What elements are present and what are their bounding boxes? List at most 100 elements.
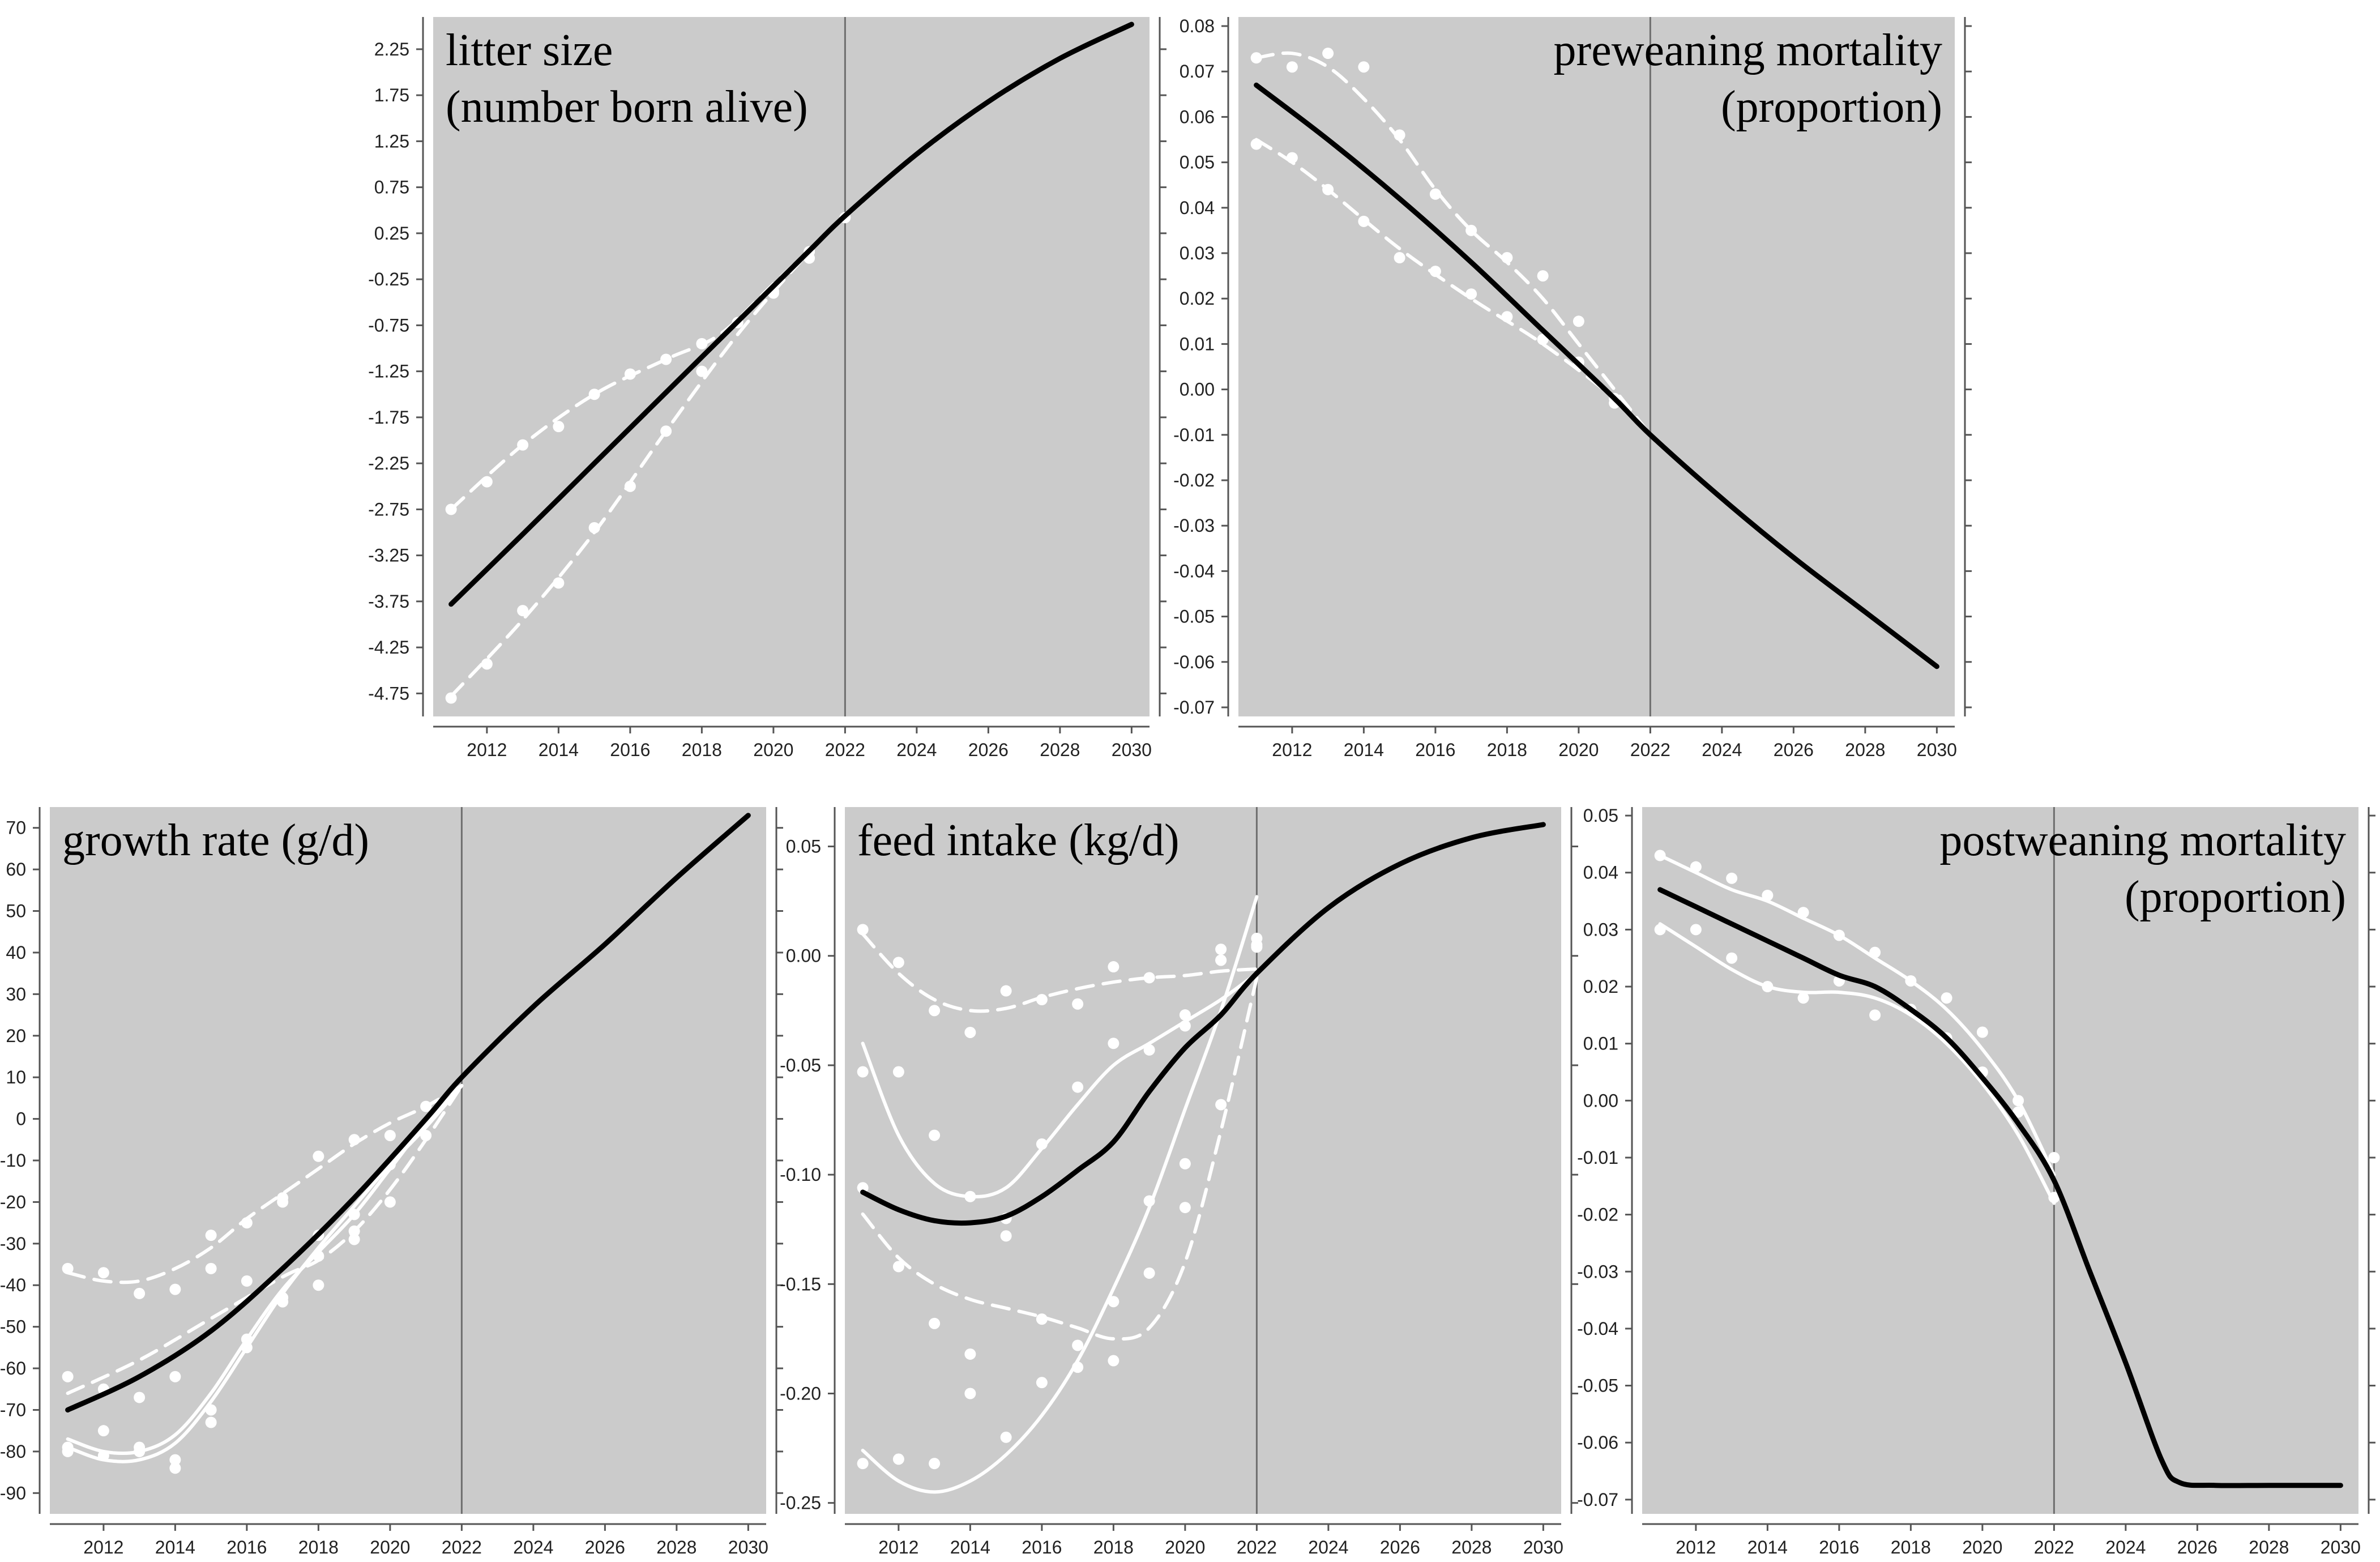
litter-y-tick-label: 0.25: [374, 223, 409, 244]
growth-point-solid-white-b: [97, 1450, 109, 1462]
postmort-point-white-lower: [1654, 924, 1666, 936]
feed-point-white-solid-b: [1251, 939, 1263, 951]
growth-y-tick-label: -70: [0, 1399, 26, 1420]
growth-point-solid-white-a: [97, 1425, 109, 1437]
growth-point-solid-white-b: [134, 1441, 146, 1453]
postmort-point-white-upper: [1654, 850, 1666, 861]
feed-x-tick-label: 2012: [878, 1537, 918, 1557]
litter-y-tick-label: -3.75: [368, 591, 409, 612]
feed-y-tick-label: 0.00: [786, 946, 821, 966]
feed-y-tick-label: 0.05: [786, 837, 821, 857]
feed-x-tick-label: 2026: [1380, 1537, 1420, 1557]
feed-y-tick-label: -0.05: [780, 1055, 821, 1076]
postmort-x-tick-label: 2014: [1747, 1537, 1788, 1557]
litter-y-tick-label: 1.25: [374, 131, 409, 151]
premort-x-tick-label: 2026: [1774, 740, 1814, 760]
premort-y-tick-label: -0.01: [1173, 425, 1215, 445]
postmort-line-fitted-trend: [1657, 887, 2343, 1488]
growth-x-tick-label: 2012: [83, 1537, 123, 1557]
feed-point-dashed-lower: [892, 1261, 904, 1273]
growth-x-tick-label: 2014: [155, 1537, 195, 1557]
feed-point-white-solid-b: [929, 1458, 941, 1470]
premort-y-tick-label: 0.07: [1180, 61, 1215, 82]
growth-y-tick-label: 70: [6, 818, 26, 838]
feed-point-white-solid-b: [1036, 1377, 1048, 1389]
litter-point-lower-dashed: [696, 365, 708, 377]
litter-y-tick-label: -0.25: [368, 269, 409, 289]
litter-line-fitted-trend: [448, 22, 1134, 607]
postmort-point-white-lower: [1762, 981, 1774, 993]
litter-point-upper-dashed: [517, 439, 529, 451]
feed-x-tick-label: 2024: [1308, 1537, 1348, 1557]
growth-point-dashed-a: [205, 1230, 217, 1241]
feed-x-tick-label: 2028: [1451, 1537, 1492, 1557]
feed-line-white-solid-b: [861, 895, 1259, 1494]
growth-x-tick-label: 2018: [298, 1537, 339, 1557]
litter-x-tick-label: 2012: [467, 740, 507, 760]
growth-line-solid-white-b: [66, 1083, 464, 1463]
growth-y-tick-label: 30: [6, 984, 26, 1004]
feed-series-fitted-trend: [860, 822, 1546, 1226]
postmort-x-tick-label: 2030: [2321, 1537, 2361, 1557]
feed-point-white-solid-a: [929, 1129, 941, 1141]
premort-y-tick-label: 0.05: [1180, 152, 1215, 173]
postmort-y-tick-label: -0.05: [1577, 1376, 1618, 1396]
premort-point-upper-dashed: [1537, 270, 1549, 282]
growth-y-tick-label: -10: [0, 1150, 26, 1171]
growth-series-fitted-trend: [65, 813, 751, 1412]
postmort-line-white-lower: [1658, 922, 2056, 1205]
feed-point-white-solid-b: [857, 1458, 869, 1470]
panel-preweaning-mortality: -0.07 -0.06 -0.05 -0.04 -0.03 -0.02 -0.01 0.00 0…: [1173, 16, 1972, 760]
litter-x-tick-label: 2014: [539, 740, 579, 760]
premort-point-upper-dashed: [1501, 252, 1513, 264]
premort-point-lower-dashed: [1429, 266, 1441, 278]
litter-series-fitted-trend: [448, 22, 1134, 607]
growth-y-tick-label: 20: [6, 1026, 26, 1046]
feed-point-dashed-upper: [964, 1026, 976, 1038]
postmort-point-white-upper: [1976, 1026, 1988, 1038]
postmort-x-tick-label: 2024: [2105, 1537, 2146, 1557]
litter-point-lower-dashed: [624, 480, 636, 492]
litter-x-tick-label: 2030: [1112, 740, 1152, 760]
feed-plot-area: [845, 807, 1561, 1514]
growth-point-dashed-a: [97, 1267, 109, 1279]
premort-y-tick-label: 0.00: [1180, 379, 1215, 400]
feed-point-dashed-lower: [1036, 1313, 1048, 1325]
feed-line-fitted-trend: [860, 822, 1546, 1226]
premort-point-upper-dashed: [1573, 315, 1584, 327]
feed-axes: -0.25 -0.20 -0.15 -0.10 -0.05 0.00 0.05 2012 201…: [780, 807, 1578, 1557]
feed-point-dashed-lower: [929, 1317, 941, 1329]
growth-y-tick-label: 0: [16, 1109, 26, 1129]
premort-y-tick-label: -0.07: [1173, 697, 1215, 718]
postmort-y-tick-label: -0.04: [1577, 1318, 1618, 1339]
feed-x-tick-label: 2016: [1022, 1537, 1062, 1557]
premort-y-tick-label: 0.03: [1180, 243, 1215, 263]
litter-x-tick-label: 2020: [753, 740, 793, 760]
litter-point-lower-dashed: [481, 658, 493, 670]
premort-point-lower-dashed: [1537, 334, 1549, 345]
feed-point-dashed-upper: [1143, 972, 1155, 984]
postmort-point-white-upper: [1869, 946, 1881, 958]
premort-point-upper-dashed: [1358, 61, 1370, 73]
postmort-x-tick-label: 2018: [1891, 1537, 1931, 1557]
litter-point-lower-dashed: [588, 522, 600, 534]
postmort-y-tick-label: -0.01: [1577, 1147, 1618, 1168]
growth-point-dashed-b: [134, 1392, 146, 1403]
feed-x-tick-label: 2030: [1523, 1537, 1563, 1557]
feed-point-white-solid-a: [1108, 1038, 1120, 1049]
premort-x-tick-label: 2014: [1344, 740, 1384, 760]
litter-x-tick-label: 2018: [682, 740, 722, 760]
premort-y-tick-label: 0.06: [1180, 106, 1215, 127]
growth-point-dashed-a: [313, 1150, 324, 1162]
litter-title-line: litter size: [446, 25, 613, 75]
feed-point-white-solid-a: [1072, 1081, 1084, 1093]
growth-y-tick-label: 40: [6, 942, 26, 963]
premort-line-upper-dashed: [1254, 51, 1652, 437]
postmort-y-tick-label: 0.03: [1583, 919, 1618, 940]
litter-y-tick-label: -4.25: [368, 637, 409, 658]
growth-x-tick-label: 2022: [442, 1537, 482, 1557]
growth-y-tick-label: -30: [0, 1234, 26, 1254]
growth-point-dashed-a: [348, 1134, 360, 1146]
litter-point-upper-dashed: [624, 368, 636, 380]
growth-point-dashed-b: [169, 1371, 181, 1382]
